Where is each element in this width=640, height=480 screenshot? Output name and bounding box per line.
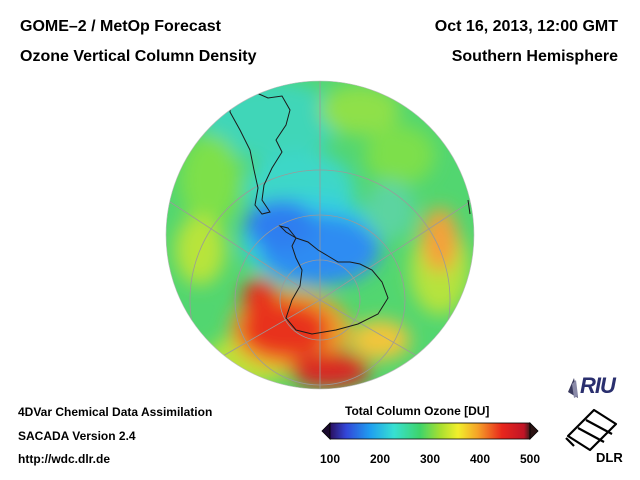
colorbar-tick: 500 — [519, 452, 541, 466]
colorbar-overflow-arrow — [529, 422, 539, 440]
riu-logo-mark — [568, 378, 578, 398]
colorbar-title: Total Column Ozone [DU] — [345, 404, 490, 418]
forecast-date: Oct 16, 2013, 12:00 GMT — [434, 18, 618, 35]
graticule — [166, 81, 474, 389]
hemisphere-label: Southern Hemisphere — [451, 48, 618, 65]
colorbar-tick: 200 — [369, 452, 391, 466]
ozone-field — [166, 81, 474, 389]
colorbar-tick: 300 — [419, 452, 441, 466]
map-title: GOME–2 / MetOp Forecast — [20, 18, 221, 35]
footer-method: 4DVar Chemical Data Assimilation — [18, 405, 213, 419]
colorbar-scale — [329, 422, 531, 440]
colorbar-underflow-arrow — [321, 422, 331, 440]
map-subtitle: Ozone Vertical Column Density — [20, 48, 257, 65]
colorbar-tick: 100 — [319, 452, 341, 466]
dlr-logo-text: DLR — [596, 450, 623, 465]
footer-version: SACADA Version 2.4 — [18, 429, 136, 443]
riu-logo-text: RIU — [580, 373, 616, 398]
globe-rim — [165, 80, 475, 390]
colorbar-tick: 400 — [469, 452, 491, 466]
colorbar — [321, 422, 539, 440]
footer-url[interactable]: http://wdc.dlr.de — [18, 452, 110, 466]
dlr-logo-mark — [565, 408, 618, 452]
